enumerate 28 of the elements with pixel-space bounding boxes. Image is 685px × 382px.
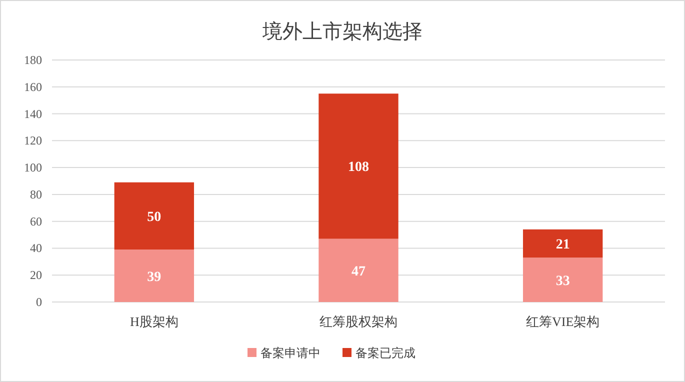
y-tick-label: 100 <box>24 160 42 175</box>
y-tick-label: 20 <box>30 268 42 282</box>
y-tick-label: 0 <box>36 295 42 309</box>
data-label: 47 <box>352 264 366 280</box>
bar <box>114 182 194 250</box>
bar <box>114 250 194 302</box>
y-tick-label: 60 <box>30 214 42 228</box>
x-tick-label: 红筹股权架构 <box>320 314 398 329</box>
x-tick-label: H股架构 <box>130 314 178 329</box>
legend-label: 备案已完成 <box>356 346 416 360</box>
title: 境外上市架构选择 <box>262 21 422 43</box>
legend-label: 备案申请中 <box>260 346 320 360</box>
data-label: 21 <box>556 238 570 253</box>
y-tick-label: 80 <box>30 187 42 202</box>
y-tick-label: 160 <box>24 80 42 94</box>
bar <box>522 258 603 302</box>
bar <box>522 229 603 258</box>
x-tick-label: 红筹VIE架构 <box>526 314 600 329</box>
bar <box>318 238 398 302</box>
y-tick-label: 40 <box>30 241 42 256</box>
bar <box>318 94 398 239</box>
y-tick-label: 180 <box>24 53 42 67</box>
data-label: 50 <box>147 210 162 225</box>
y-tick-label: 140 <box>24 106 42 121</box>
data-label: 33 <box>556 274 570 289</box>
y-tick-label: 120 <box>24 134 42 148</box>
data-label: 108 <box>348 160 369 176</box>
data-label: 39 <box>147 270 162 285</box>
